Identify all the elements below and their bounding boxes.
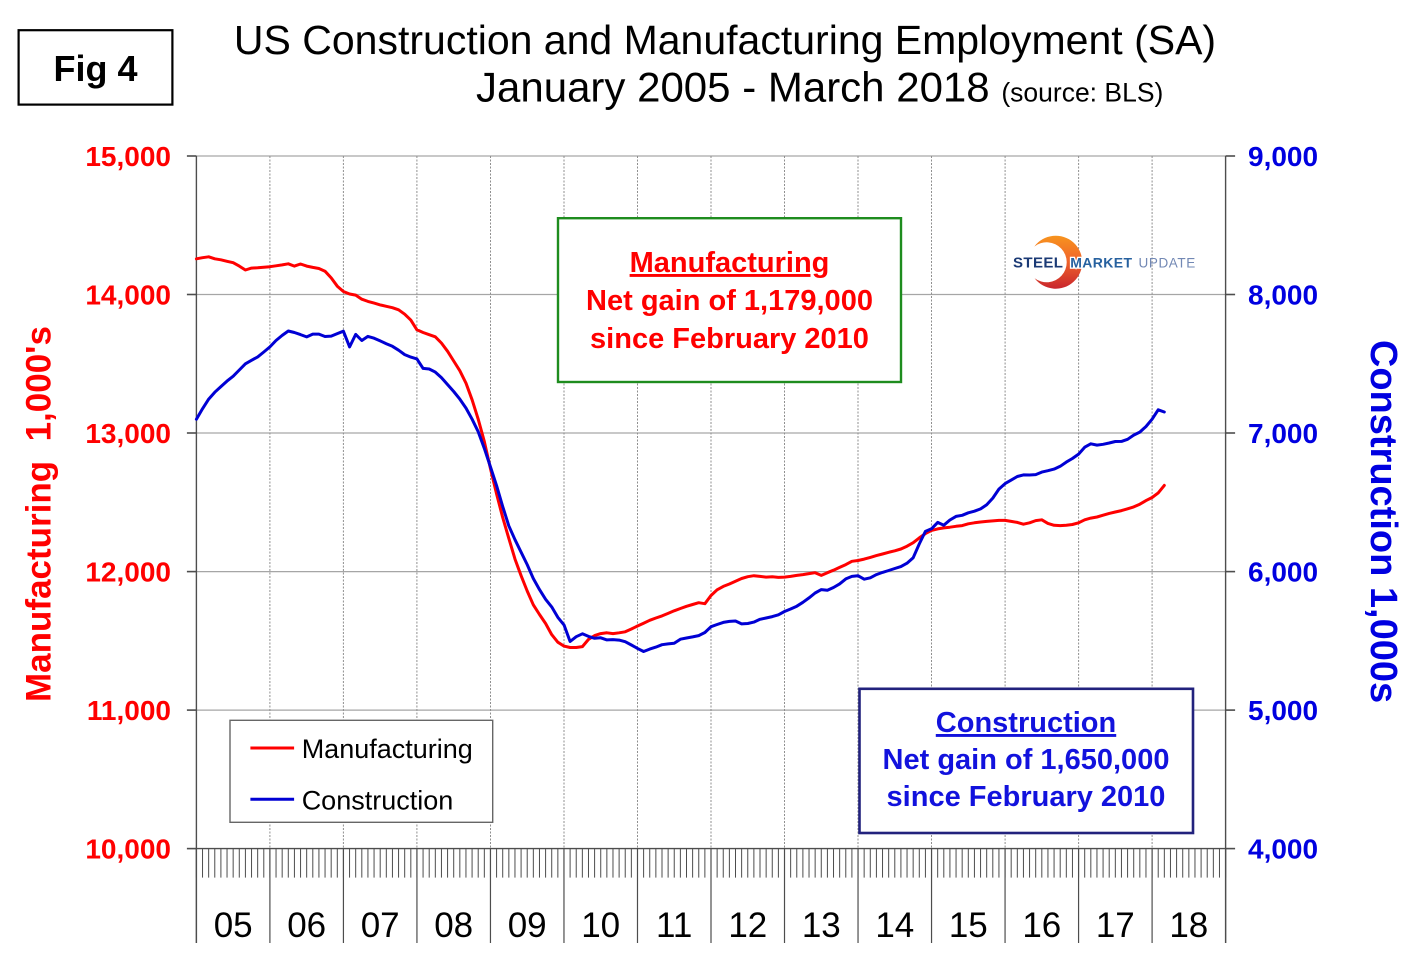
- svg-text:15,000: 15,000: [85, 141, 171, 172]
- svg-text:Construction: Construction: [302, 786, 454, 816]
- svg-text:10,000: 10,000: [85, 834, 171, 865]
- svg-text:Net gain of 1,650,000: Net gain of 1,650,000: [883, 744, 1170, 776]
- svg-text:08: 08: [434, 906, 473, 945]
- svg-text:7,000: 7,000: [1248, 418, 1318, 449]
- svg-text:US Construction and Manufactur: US Construction and Manufacturing Employ…: [234, 17, 1216, 63]
- svg-text:14: 14: [875, 906, 914, 945]
- svg-text:UPDATE: UPDATE: [1139, 256, 1196, 271]
- svg-text:18: 18: [1169, 906, 1208, 945]
- svg-text:STEEL: STEEL: [1013, 255, 1063, 272]
- svg-text:since February 2010: since February 2010: [590, 323, 869, 355]
- svg-text:MARKET: MARKET: [1070, 255, 1132, 271]
- svg-text:12: 12: [728, 906, 767, 945]
- svg-text:16: 16: [1022, 906, 1061, 945]
- svg-text:9,000: 9,000: [1248, 141, 1318, 172]
- svg-text:since February 2010: since February 2010: [887, 781, 1166, 813]
- svg-text:6,000: 6,000: [1248, 557, 1318, 588]
- svg-text:January 2005 - March 2018 (sou: January 2005 - March 2018 (source: BLS): [476, 64, 1163, 111]
- svg-text:14,000: 14,000: [85, 280, 171, 311]
- svg-text:07: 07: [361, 906, 400, 945]
- svg-text:8,000: 8,000: [1248, 280, 1318, 311]
- svg-text:09: 09: [508, 906, 547, 945]
- svg-text:Manufacturing 1,000's: Manufacturing 1,000's: [20, 326, 59, 702]
- svg-text:Construction: Construction: [936, 707, 1116, 739]
- svg-text:5,000: 5,000: [1248, 695, 1318, 726]
- svg-text:Manufacturing: Manufacturing: [630, 247, 830, 279]
- svg-text:Fig 4: Fig 4: [53, 48, 137, 89]
- svg-text:06: 06: [287, 906, 326, 945]
- svg-text:10: 10: [581, 906, 620, 945]
- svg-text:4,000: 4,000: [1248, 834, 1318, 865]
- svg-text:Net gain of 1,179,000: Net gain of 1,179,000: [586, 285, 873, 317]
- svg-text:15: 15: [949, 906, 988, 945]
- svg-text:05: 05: [214, 906, 253, 945]
- svg-text:17: 17: [1096, 906, 1135, 945]
- svg-text:13,000: 13,000: [85, 418, 171, 449]
- svg-text:11: 11: [656, 906, 692, 945]
- svg-text:11,000: 11,000: [87, 695, 171, 726]
- svg-text:13: 13: [802, 906, 841, 945]
- svg-text:Manufacturing: Manufacturing: [302, 734, 473, 764]
- svg-text:12,000: 12,000: [85, 557, 171, 588]
- svg-text:Construction 1,000s: Construction 1,000s: [1362, 340, 1404, 703]
